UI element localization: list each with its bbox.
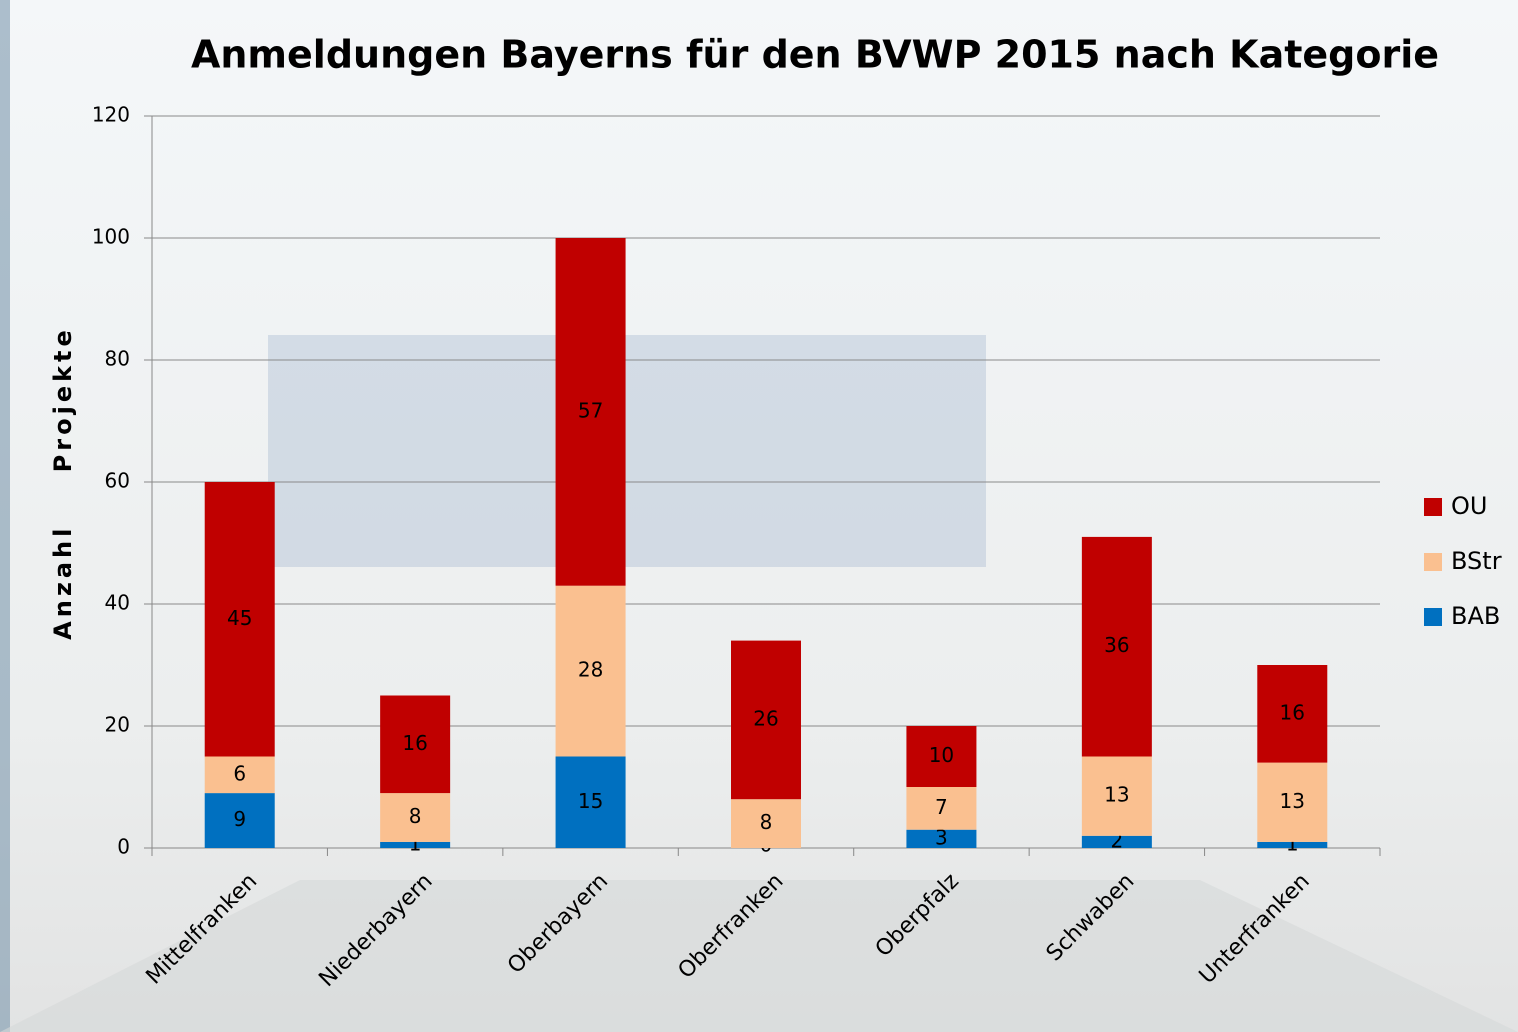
bar-segment: [380, 695, 451, 794]
left-edge: [0, 0, 10, 1032]
bar-segment: [1257, 841, 1328, 848]
value-label: 16: [402, 731, 427, 755]
y-tick-label: 80: [105, 347, 130, 371]
value-label: 6: [233, 761, 246, 785]
legend-label: OU: [1451, 492, 1487, 520]
bar-segment: [1081, 756, 1152, 836]
bar-segment: [731, 799, 801, 848]
bar-segment: [1257, 665, 1328, 763]
chart-title: Anmeldungen Bayerns für den BVWP 2015 na…: [191, 33, 1439, 77]
value-label: 7: [935, 795, 948, 819]
y-tick-label: 40: [105, 591, 130, 615]
y-axis-label: Anzahl Projekte: [49, 326, 77, 640]
bar-segment: [204, 793, 275, 848]
bar-segment: [380, 793, 451, 842]
value-label: 3: [935, 825, 948, 849]
value-label: 9: [233, 807, 246, 831]
y-tick-label: 0: [117, 835, 130, 859]
bar-segment: [204, 756, 275, 794]
value-label: 16: [1280, 700, 1305, 724]
y-tick-label: 20: [105, 713, 130, 737]
value-label: 28: [578, 658, 603, 682]
bar-segment: [555, 756, 626, 848]
value-label: 13: [1104, 783, 1129, 807]
value-label: 15: [578, 789, 603, 813]
legend-swatch: [1424, 553, 1442, 571]
bar-segment: [731, 640, 801, 800]
value-label: 8: [760, 810, 773, 834]
value-label: 8: [409, 804, 422, 828]
legend-label: BStr: [1451, 547, 1502, 575]
y-tick-label: 60: [105, 469, 130, 493]
value-label: 26: [753, 706, 778, 730]
bar-segment: [906, 726, 977, 787]
value-label: 36: [1104, 633, 1129, 657]
value-label: 57: [578, 398, 603, 422]
bar-segment: [204, 482, 275, 757]
y-tick-label: 120: [92, 103, 130, 127]
legend-swatch: [1424, 498, 1442, 516]
value-label: 10: [929, 743, 954, 767]
background-sign: [268, 335, 986, 567]
bar-segment: [555, 585, 626, 757]
bar-segment: [1081, 835, 1152, 848]
legend-label: BAB: [1451, 602, 1500, 630]
value-label: 45: [227, 606, 252, 630]
bar-segment: [906, 829, 977, 848]
value-label: 13: [1280, 789, 1305, 813]
bar-segment: [555, 238, 626, 586]
y-tick-label: 100: [92, 225, 130, 249]
bar-segment: [906, 787, 977, 830]
bar-segment: [1257, 762, 1328, 842]
bar-segment: [1081, 536, 1152, 757]
legend-swatch: [1424, 608, 1442, 626]
background-road: [0, 880, 1518, 1032]
bar-segment: [380, 841, 451, 848]
